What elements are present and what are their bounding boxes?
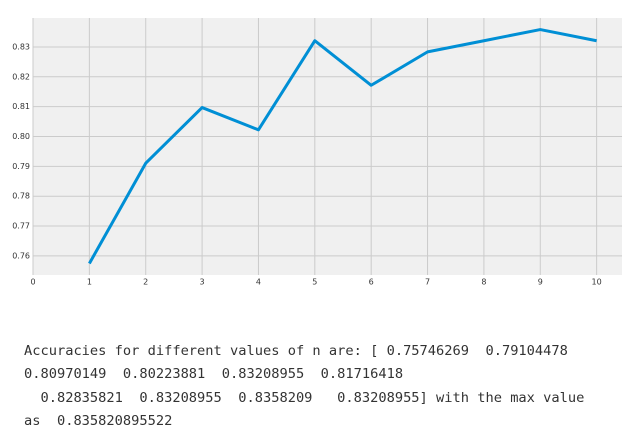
y-tick-label: 0.79 xyxy=(12,162,30,171)
plot-area xyxy=(33,18,622,275)
y-tick-label: 0.78 xyxy=(12,192,30,201)
x-tick-label: 4 xyxy=(256,278,261,287)
output-line: 0.80970149 0.80223881 0.83208955 0.81716… xyxy=(24,366,404,383)
x-tick-label: 2 xyxy=(143,278,148,287)
output-line: 0.82835821 0.83208955 0.8358209 0.832089… xyxy=(24,389,585,406)
x-tick-label: 1 xyxy=(87,278,92,287)
x-tick-label: 5 xyxy=(312,278,317,287)
x-tick-label: 6 xyxy=(369,278,374,287)
chart: 0.76 0.77 0.78 0.79 0.80 0.81 0.82 0.83 0 1 2 3 4 5 6 7… xyxy=(12,18,622,287)
output-line: Accuracies for different values of n are… xyxy=(24,343,568,359)
y-tick-label: 0.80 xyxy=(12,132,30,141)
x-tick-label: 7 xyxy=(425,278,430,287)
x-tick-label: 3 xyxy=(200,278,205,287)
x-tick-label: 8 xyxy=(481,278,486,287)
y-tick-label: 0.77 xyxy=(12,222,30,231)
y-tick-label: 0.76 xyxy=(12,251,30,260)
y-tick-label: 0.83 xyxy=(12,42,30,51)
x-tick-label: 0 xyxy=(30,278,35,287)
y-tick-label: 0.81 xyxy=(12,102,30,111)
x-tick-label: 9 xyxy=(538,278,543,287)
y-tick-label: 0.82 xyxy=(12,72,30,81)
output-line: as 0.835820895522 xyxy=(24,412,173,429)
line-series xyxy=(88,28,597,265)
x-tick-label: 10 xyxy=(592,278,602,287)
console-output: Accuracies for different values of n are… xyxy=(24,340,584,433)
